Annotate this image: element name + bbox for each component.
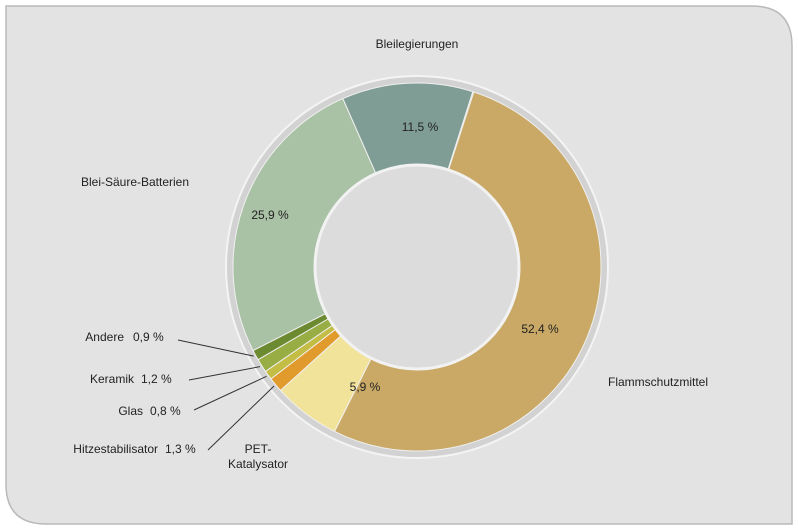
leader-line <box>188 366 261 381</box>
value-label: 1,3 % <box>165 442 196 456</box>
slices <box>232 82 602 452</box>
leader-line <box>193 375 267 411</box>
leader-line <box>207 385 275 451</box>
value-label: 25,9 % <box>251 208 289 222</box>
value-label: 0,9 % <box>133 330 164 344</box>
category-label: Glas <box>118 404 143 418</box>
category-label: Andere <box>85 330 124 344</box>
category-label: Hitzestabilisator <box>73 442 158 456</box>
value-label: 5,9 % <box>350 380 381 394</box>
category-label: PET-Katalysator <box>227 442 289 471</box>
leader-line <box>177 339 254 357</box>
inner-circle <box>313 163 521 371</box>
category-label: Keramik <box>90 372 135 386</box>
value-label: 52,4 % <box>521 322 559 336</box>
value-label: 11,5 % <box>402 120 439 134</box>
labels: Flammschutzmittel 52,4 % 5,9 % Hitzestabili… <box>73 37 708 456</box>
value-label: 1,2 % <box>141 372 172 386</box>
category-label: Bleilegierungen <box>376 37 459 51</box>
category-label: Flammschutzmittel <box>608 375 708 389</box>
category-label: Blei-Säure-Batterien <box>81 175 189 189</box>
value-label: 0,8 % <box>150 404 181 418</box>
